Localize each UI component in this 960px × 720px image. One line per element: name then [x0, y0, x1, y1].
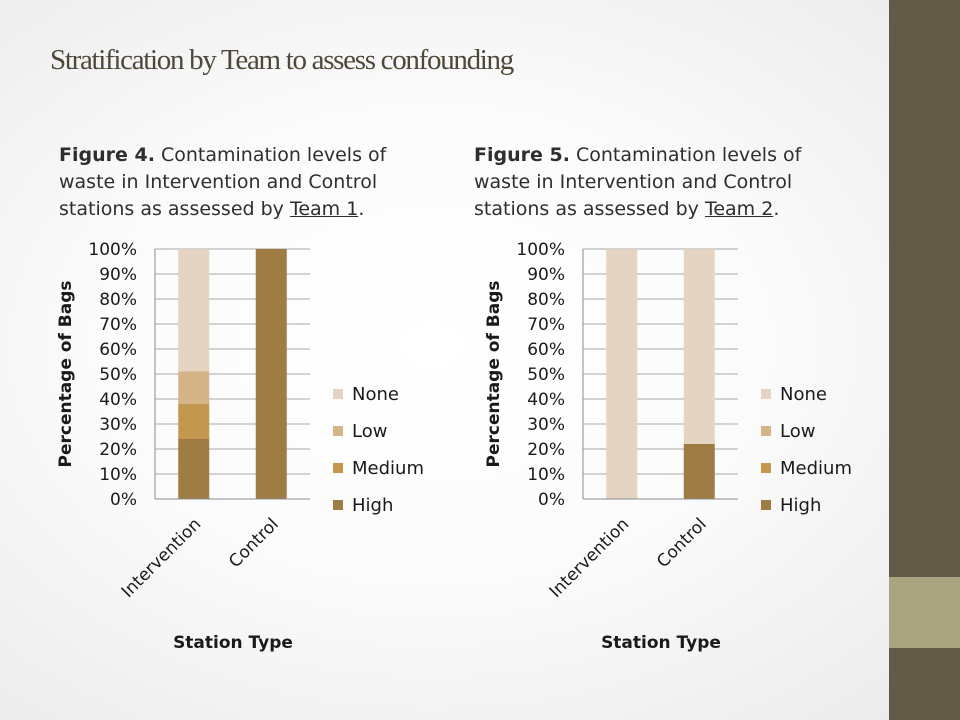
x-tick-label: Intervention [118, 514, 206, 602]
x-tick-label: Intervention [546, 514, 634, 602]
bar-segment-intervention-none [606, 249, 638, 499]
figure-4-text: Contamination levels of waste in Interve… [59, 144, 387, 220]
legend-label-high: High [780, 495, 821, 516]
y-tick-label: 30% [527, 415, 565, 435]
legend-label-low: Low [780, 421, 815, 442]
legend-swatch-high [333, 500, 343, 510]
y-tick-label: 0% [110, 490, 137, 510]
figure-5-chart: 0% 10% 20% 30% 40% 50% 60% 70% 80% 90% 100% Interve… [484, 240, 852, 653]
y-tick-label: 80% [527, 290, 565, 310]
legend-swatch-high [761, 500, 771, 510]
y-tick-label: 90% [527, 265, 565, 285]
y-tick-label: 0% [538, 490, 565, 510]
y-tick-label: 10% [99, 465, 137, 485]
y-tick-label: 40% [99, 390, 137, 410]
bar-segment-intervention-none [178, 249, 210, 372]
y-axis-title: Percentage of Bags [56, 280, 76, 467]
legend-label-low: Low [352, 421, 387, 442]
y-tick-label: 70% [527, 315, 565, 335]
figure-5-label: Figure 5. [474, 144, 570, 166]
x-axis-title: Station Type [601, 633, 721, 653]
legend-swatch-low [761, 426, 771, 436]
sidebar-accent-block [889, 577, 960, 648]
y-tick-label: 20% [527, 440, 565, 460]
figure-5-text: Contamination levels of waste in Interve… [474, 144, 802, 220]
bar-segment-intervention-high [178, 439, 210, 499]
bar-segment-control-none [683, 249, 715, 444]
y-tick-label: 50% [527, 365, 565, 385]
figure-5-team: Team 2 [704, 198, 774, 220]
figure-4-chart: 0% 10% 20% 30% 40% 50% 60% 70% 80% 90% 100% Interve… [56, 240, 424, 653]
bar-segment-intervention-medium [178, 404, 210, 439]
bar-segment-control-high [683, 444, 715, 499]
legend-swatch-low [333, 426, 343, 436]
y-tick-label: 70% [99, 315, 137, 335]
legend-label-medium: Medium [780, 458, 852, 479]
legend-swatch-medium [761, 463, 771, 473]
figure-4-team: Team 1 [289, 198, 359, 220]
figure-5-end: . [773, 198, 780, 220]
y-tick-label: 30% [99, 415, 137, 435]
slide-title: Stratification by Team to assess confoun… [50, 44, 514, 76]
legend-label-none: None [780, 384, 827, 405]
figure-4-label: Figure 4. [59, 144, 155, 166]
figure-5-caption: Figure 5. Contamination levels of waste … [474, 142, 834, 223]
y-tick-label: 60% [527, 340, 565, 360]
y-axis-title: Percentage of Bags [484, 280, 504, 467]
legend-label-medium: Medium [352, 458, 424, 479]
legend-label-high: High [352, 495, 393, 516]
y-tick-label: 80% [99, 290, 137, 310]
x-tick-label: Control [653, 514, 711, 572]
figure-4-end: . [358, 198, 365, 220]
legend-swatch-none [761, 389, 771, 399]
legend-label-none: None [352, 384, 399, 405]
y-tick-label: 100% [516, 240, 565, 260]
y-tick-label: 60% [99, 340, 137, 360]
y-tick-label: 40% [527, 390, 565, 410]
y-tick-label: 50% [99, 365, 137, 385]
x-tick-label: Control [225, 514, 283, 572]
x-axis-title: Station Type [173, 633, 293, 653]
figure-4-caption: Figure 4. Contamination levels of waste … [59, 142, 419, 223]
y-tick-label: 90% [99, 265, 137, 285]
legend-swatch-medium [333, 463, 343, 473]
y-tick-label: 20% [99, 440, 137, 460]
bar-segment-intervention-low [178, 371, 210, 404]
y-tick-label: 10% [527, 465, 565, 485]
bar-segment-control-high [255, 249, 287, 499]
y-tick-label: 100% [88, 240, 137, 260]
legend-swatch-none [333, 389, 343, 399]
